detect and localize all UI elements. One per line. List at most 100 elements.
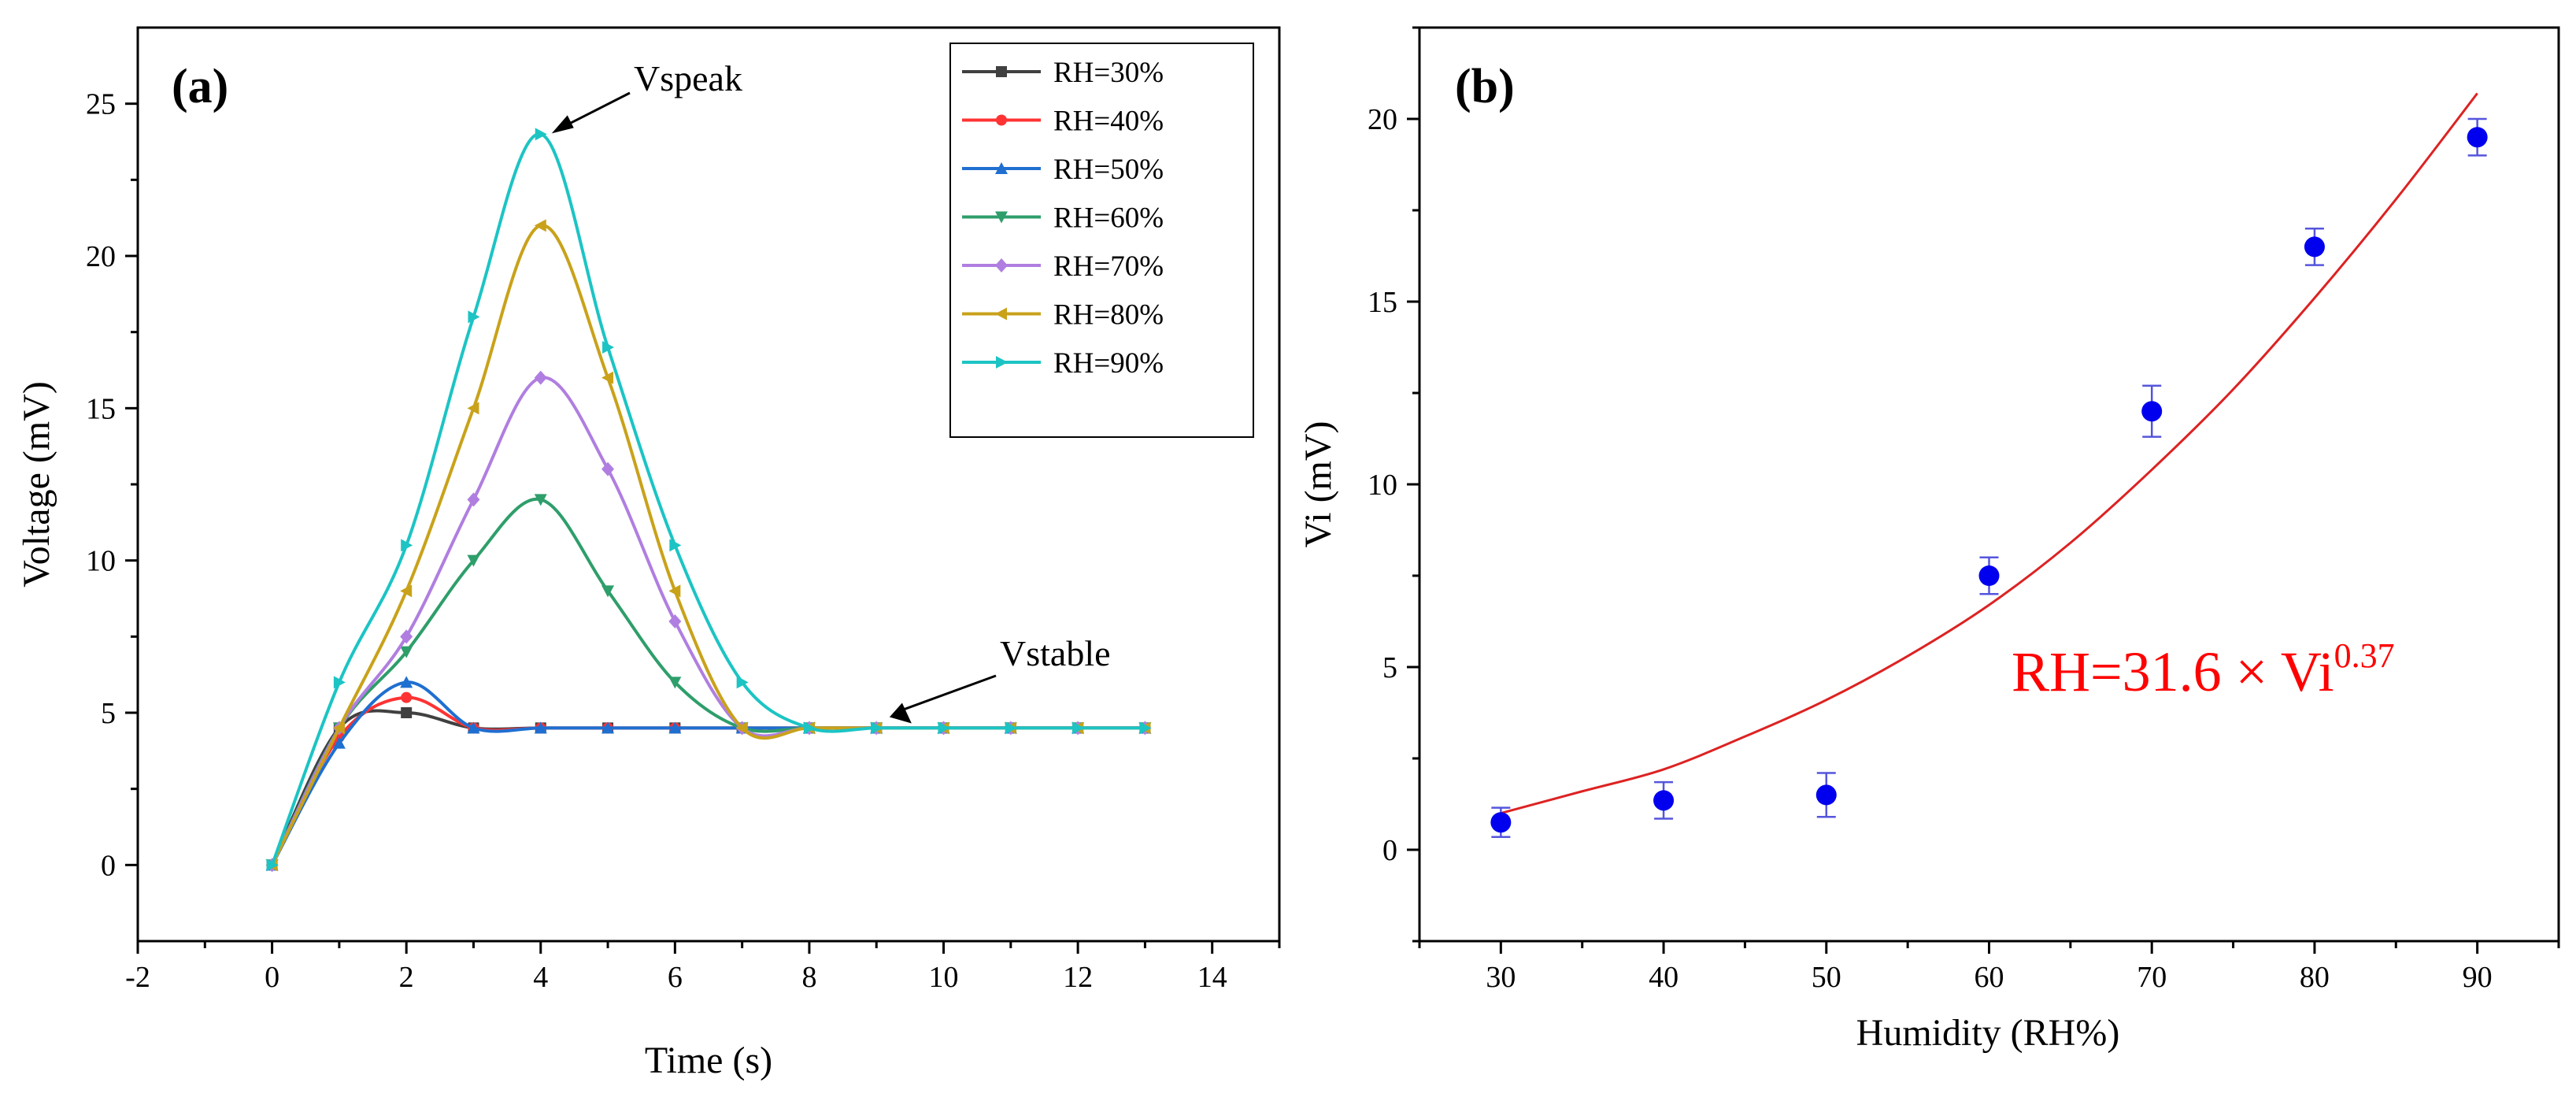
x-tick-label: 40 [1649,961,1678,994]
legend-label: RH=40% [1053,106,1164,138]
legend-box [949,43,1254,438]
data-point [1139,721,1152,735]
x-tick-label: 14 [1197,961,1227,994]
x-tick-label: 8 [801,961,816,994]
data-point [467,721,480,734]
x-axis-title: Humidity (RH%) [1856,1012,2120,1054]
data-point [467,492,480,507]
data-point [400,646,413,658]
data-point [668,721,682,734]
x-tick-label: 60 [1975,961,2004,994]
y-tick-label: 15 [1368,286,1397,319]
legend-label: RH=70% [1053,250,1164,283]
data-point [534,370,547,385]
data-point [535,128,547,141]
data-point [668,614,682,628]
legend: RH=30% RH=40% RH=50% RH=60% RH=70% RH=80% RH=9… [949,43,1254,438]
legend-label: RH=90% [1053,347,1164,380]
legend-marker [996,356,1008,369]
x-tick-label: 12 [1063,961,1093,994]
x-tick-label: -2 [125,961,150,994]
series-line [270,709,1146,866]
legend-label: RH=50% [1053,154,1164,186]
series-rh-90- [266,128,1152,872]
data-point [601,462,615,476]
data-point [401,691,413,703]
y-tick-label: 0 [101,849,116,882]
legend-marker [995,162,1008,174]
annotation-arrow [895,674,997,714]
annotation-vspeak: Vspeak [634,58,742,98]
fit-equation-exponent: 0.37 [2334,636,2395,675]
x-tick-label: 2 [399,961,414,994]
panel-b-vi-vs-humidity: 30 40 50 60 70 80 90 0 5 10 15 20 Humidity (RH%) Vi (… [1297,26,2560,1054]
legend-marker [995,211,1008,224]
data-point [735,721,748,735]
data-point [803,721,816,735]
series-rh-50- [265,676,1152,871]
x-tick-label: 6 [668,961,683,994]
data-point [1978,565,2000,586]
data-point [871,721,883,735]
data-point [668,584,681,598]
x-tick-label: 50 [1812,961,1841,994]
fit-curve [1500,92,2478,815]
annotation-vstable: Vstable [1000,633,1111,673]
y-tick-label: 20 [86,240,116,273]
series-rh-40- [266,691,1151,871]
data-point [332,721,345,735]
data-point [938,721,950,735]
data-point [668,677,682,689]
legend-marker [995,258,1008,272]
x-tick-label: 4 [533,961,548,994]
data-point [602,341,615,354]
data-point [467,554,480,567]
legend-marker [995,307,1007,321]
y-tick-label: 10 [1368,469,1397,502]
legend-marker [996,66,1007,77]
data-point [400,629,413,644]
fit-equation: RH=31.6 × Vi0.37 [2012,636,2395,703]
y-tick-label: 20 [1368,103,1397,136]
y-tick-label: 0 [1382,834,1397,867]
data-point [2304,236,2325,258]
data-point [332,736,346,749]
y-tick-label: 25 [86,88,116,121]
annotation-arrowhead [551,115,574,134]
legend-label: RH=60% [1053,202,1164,235]
y-tick-label: 5 [1382,651,1397,684]
data-point [534,494,547,506]
x-tick-label: 90 [2463,961,2493,994]
data-point [467,402,479,415]
plot-frame [1418,26,2560,943]
panel-label: (a) [172,60,228,113]
data-point [400,584,413,598]
x-tick-label: 30 [1486,961,1516,994]
x-tick-label: 10 [929,961,959,994]
data-point [1005,721,1017,735]
data-point [601,585,615,598]
y-axis-title: Voltage (mV) [16,381,57,588]
data-point [468,310,480,324]
data-point [534,721,547,734]
x-tick-label: 0 [265,961,279,994]
x-axis-title: Time (s) [645,1040,772,1081]
data-point [401,707,413,718]
legend-label: RH=80% [1053,299,1164,332]
panel-label: (b) [1455,60,1515,113]
series-rh-30- [266,707,1151,871]
y-axis-title: Vi (mV) [1297,421,1339,547]
data-point [534,219,546,232]
data-point [601,371,614,384]
x-tick-label: 80 [2300,961,2330,994]
data-point [1815,784,1837,806]
data-point [266,858,279,872]
data-point [601,721,615,734]
panel-a-voltage-vs-time: -2 0 2 4 6 8 10 12 14 0 5 10 15 20 25 Time (s) Voltage (… [16,26,1281,1081]
data-point [401,539,413,552]
data-point [2141,401,2163,422]
data-point [2467,127,2488,148]
data-point [1653,790,1675,811]
annotation-arrowhead [889,702,912,724]
